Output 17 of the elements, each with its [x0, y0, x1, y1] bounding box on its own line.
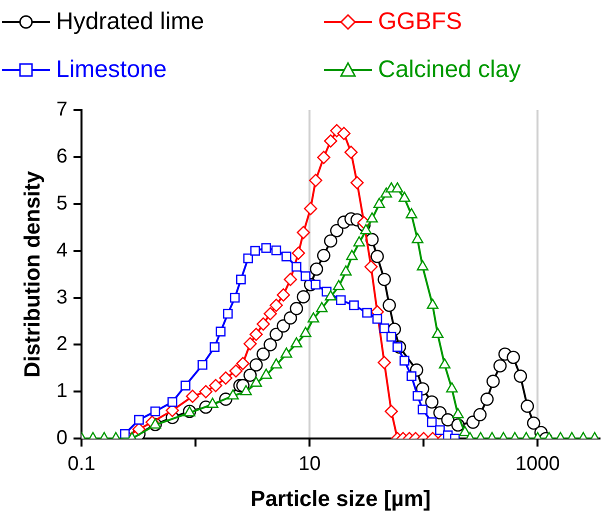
y-tick-label: 3 — [56, 286, 68, 308]
y-tick-label: 2 — [56, 333, 68, 356]
y-tick-label: 0 — [56, 427, 68, 450]
x-tick-label: 10 — [298, 453, 321, 476]
x-tick-label: 0.1 — [68, 453, 96, 476]
legend-label: Limestone — [56, 56, 167, 84]
legend-label: Calcined clay — [378, 56, 521, 84]
y-tick-label: 6 — [56, 145, 68, 168]
y-axis-title: Distribution density — [19, 170, 44, 378]
legend-label: GGBFS — [378, 8, 462, 36]
y-tick-label: 5 — [56, 192, 68, 214]
x-tick-label: 1000 — [515, 453, 560, 476]
x-axis-title: Particle size [µm] — [250, 486, 431, 511]
legend-label: Hydrated lime — [56, 8, 204, 36]
y-tick-label: 4 — [56, 239, 68, 262]
y-tick-label: 7 — [56, 98, 68, 121]
y-tick-label: 1 — [56, 380, 68, 402]
